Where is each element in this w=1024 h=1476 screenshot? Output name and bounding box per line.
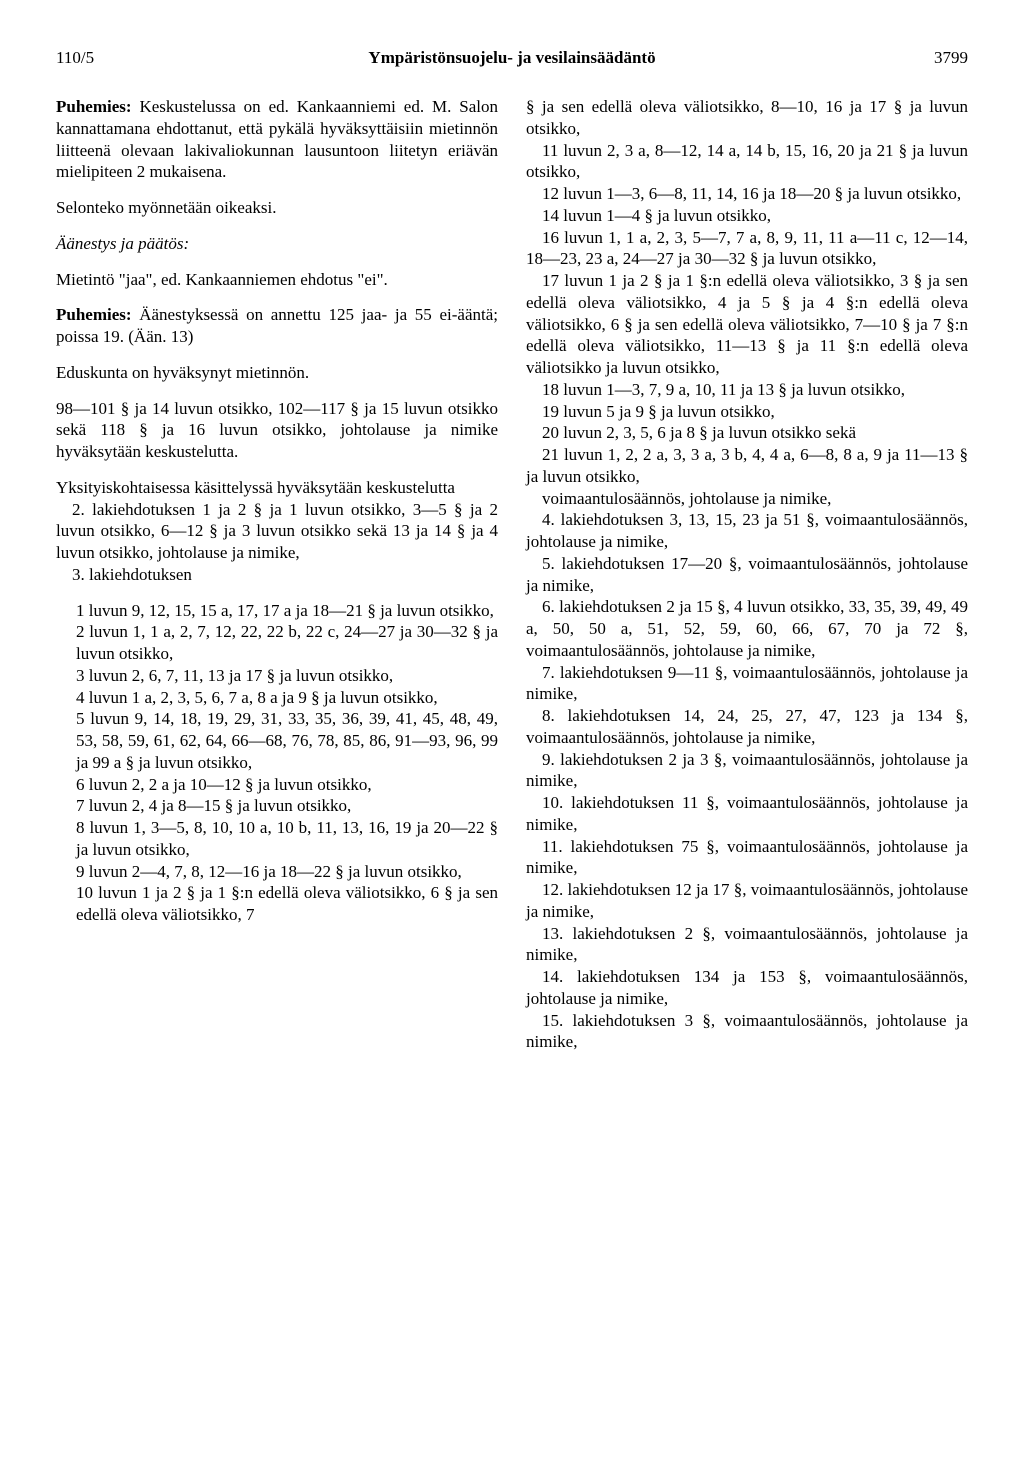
header-left: 110/5 bbox=[56, 48, 256, 68]
list-item: 10 luvun 1 ja 2 § ja 1 §:n edellä oleva … bbox=[76, 882, 498, 926]
speaker-label: Puhemies: bbox=[56, 305, 132, 324]
paragraph: 12. lakiehdotuksen 12 ja 17 §, voimaantu… bbox=[526, 879, 968, 923]
paragraph: § ja sen edellä oleva väliotsikko, 8—10,… bbox=[526, 96, 968, 140]
list-item: 2 luvun 1, 1 a, 2, 7, 12, 22, 22 b, 22 c… bbox=[76, 621, 498, 665]
speaker-label: Puhemies: bbox=[56, 97, 132, 116]
paragraph: Puhemies: Äänestyksessä on annettu 125 j… bbox=[56, 304, 498, 348]
paragraph: 17 luvun 1 ja 2 § ja 1 §:n edellä oleva … bbox=[526, 270, 968, 379]
page-header: 110/5 Ympäristönsuojelu- ja vesilainsääd… bbox=[56, 48, 968, 68]
paragraph: 98—101 § ja 14 luvun otsikko, 102—117 § … bbox=[56, 398, 498, 463]
paragraph: 10. lakiehdotuksen 11 §, voimaantulosään… bbox=[526, 792, 968, 836]
paragraph: 11. lakiehdotuksen 75 §, voimaantulosään… bbox=[526, 836, 968, 880]
list-item: 7 luvun 2, 4 ja 8—15 § ja luvun otsikko, bbox=[76, 795, 498, 817]
paragraph: 6. lakiehdotuksen 2 ja 15 §, 4 luvun ots… bbox=[526, 596, 968, 661]
paragraph: 8. lakiehdotuksen 14, 24, 25, 27, 47, 12… bbox=[526, 705, 968, 749]
paragraph: Puhemies: Keskustelussa on ed. Kankaanni… bbox=[56, 96, 498, 183]
paragraph: 4. lakiehdotuksen 3, 13, 15, 23 ja 51 §,… bbox=[526, 509, 968, 553]
paragraph: 14 luvun 1—4 § ja luvun otsikko, bbox=[526, 205, 968, 227]
paragraph: 7. lakiehdotuksen 9—11 §, voimaantulosää… bbox=[526, 662, 968, 706]
list-item: 4 luvun 1 a, 2, 3, 5, 6, 7 a, 8 a ja 9 §… bbox=[76, 687, 498, 709]
paragraph: voimaantulosäännös, johtolause ja nimike… bbox=[526, 488, 968, 510]
paragraph: 21 luvun 1, 2, 2 a, 3, 3 a, 3 b, 4, 4 a,… bbox=[526, 444, 968, 488]
list-item: 6 luvun 2, 2 a ja 10—12 § ja luvun otsik… bbox=[76, 774, 498, 796]
paragraph: Yksityiskohtaisessa käsittelyssä hyväksy… bbox=[56, 477, 498, 499]
left-column: Puhemies: Keskustelussa on ed. Kankaanni… bbox=[56, 96, 498, 1053]
indented-list: 1 luvun 9, 12, 15, 15 a, 17, 17 a ja 18—… bbox=[56, 600, 498, 926]
paragraph: 14. lakiehdotuksen 134 ja 153 §, voimaan… bbox=[526, 966, 968, 1010]
paragraph: 11 luvun 2, 3 a, 8—12, 14 a, 14 b, 15, 1… bbox=[526, 140, 968, 184]
paragraph: Eduskunta on hyväksynyt mietinnön. bbox=[56, 362, 498, 384]
paragraph: 16 luvun 1, 1 a, 2, 3, 5—7, 7 a, 8, 9, 1… bbox=[526, 227, 968, 271]
paragraph: 13. lakiehdotuksen 2 §, voimaantulosäänn… bbox=[526, 923, 968, 967]
paragraph: Mietintö "jaa", ed. Kankaanniemen ehdotu… bbox=[56, 269, 498, 291]
list-item: 1 luvun 9, 12, 15, 15 a, 17, 17 a ja 18—… bbox=[76, 600, 498, 622]
right-column: § ja sen edellä oleva väliotsikko, 8—10,… bbox=[526, 96, 968, 1053]
list-item: 8 luvun 1, 3—5, 8, 10, 10 a, 10 b, 11, 1… bbox=[76, 817, 498, 861]
paragraph: 2. lakiehdotuksen 1 ja 2 § ja 1 luvun ot… bbox=[56, 499, 498, 564]
content-columns: Puhemies: Keskustelussa on ed. Kankaanni… bbox=[56, 96, 968, 1053]
list-item: 3 luvun 2, 6, 7, 11, 13 ja 17 § ja luvun… bbox=[76, 665, 498, 687]
list-item: 5 luvun 9, 14, 18, 19, 29, 31, 33, 35, 3… bbox=[76, 708, 498, 773]
header-title: Ympäristönsuojelu- ja vesilainsäädäntö bbox=[256, 48, 768, 68]
paragraph: 20 luvun 2, 3, 5, 6 ja 8 § ja luvun otsi… bbox=[526, 422, 968, 444]
paragraph: 9. lakiehdotuksen 2 ja 3 §, voimaantulos… bbox=[526, 749, 968, 793]
paragraph: 5. lakiehdotuksen 17—20 §, voimaantulosä… bbox=[526, 553, 968, 597]
paragraph: 3. lakiehdotuksen bbox=[56, 564, 498, 586]
paragraph: 15. lakiehdotuksen 3 §, voimaantulosäänn… bbox=[526, 1010, 968, 1054]
page-number: 3799 bbox=[768, 48, 968, 68]
list-item: 9 luvun 2—4, 7, 8, 12—16 ja 18—22 § ja l… bbox=[76, 861, 498, 883]
section-heading: Äänestys ja päätös: bbox=[56, 233, 498, 255]
paragraph: 19 luvun 5 ja 9 § ja luvun otsikko, bbox=[526, 401, 968, 423]
paragraph: Selonteko myönnetään oikeaksi. bbox=[56, 197, 498, 219]
paragraph: 18 luvun 1—3, 7, 9 a, 10, 11 ja 13 § ja … bbox=[526, 379, 968, 401]
paragraph: 12 luvun 1—3, 6—8, 11, 14, 16 ja 18—20 §… bbox=[526, 183, 968, 205]
